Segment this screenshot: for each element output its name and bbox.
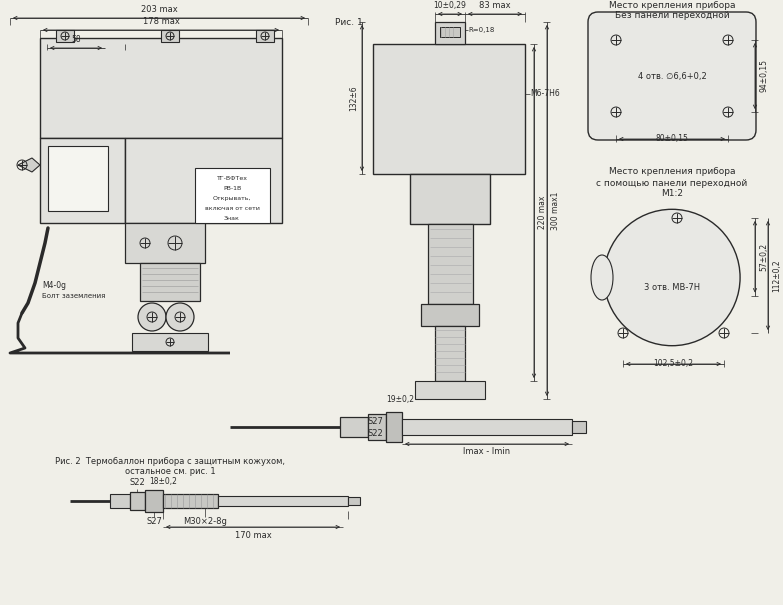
Bar <box>130 492 145 510</box>
Text: Болт заземления: Болт заземления <box>42 293 106 299</box>
Text: R=0,18: R=0,18 <box>468 27 494 33</box>
Text: 80±0,15: 80±0,15 <box>655 134 688 143</box>
Bar <box>110 494 130 508</box>
Text: 102,5±0,2: 102,5±0,2 <box>654 359 694 368</box>
Text: остальное см. рис. 1: остальное см. рис. 1 <box>124 468 215 477</box>
Text: lmax - lmin: lmax - lmin <box>464 447 511 456</box>
Text: 18±0,2: 18±0,2 <box>149 477 177 486</box>
Circle shape <box>166 303 194 331</box>
Circle shape <box>138 303 166 331</box>
Text: S27: S27 <box>367 416 383 425</box>
Text: 203 max: 203 max <box>141 5 178 14</box>
Text: 57±0,2: 57±0,2 <box>759 243 768 271</box>
Bar <box>572 421 586 433</box>
Text: включая от сети: включая от сети <box>204 206 259 211</box>
Bar <box>195 168 270 223</box>
Bar <box>428 224 473 304</box>
Text: Рис. 2  Термобаллон прибора с защитным кожухом,: Рис. 2 Термобаллон прибора с защитным ко… <box>55 457 285 465</box>
Text: 220 max: 220 max <box>538 196 547 229</box>
Bar <box>435 326 465 381</box>
Bar <box>435 22 465 44</box>
Text: 300 max1: 300 max1 <box>551 191 560 230</box>
Bar <box>421 304 479 326</box>
Bar <box>440 27 460 37</box>
Bar <box>373 44 525 174</box>
Text: М6-7Н6: М6-7Н6 <box>530 90 560 99</box>
Text: Рис. 1: Рис. 1 <box>335 18 363 27</box>
Text: ТГ-ВФТех: ТГ-ВФТех <box>217 176 247 181</box>
Bar <box>218 496 348 506</box>
Bar <box>40 38 282 138</box>
Bar <box>56 30 74 42</box>
Bar <box>161 30 179 42</box>
Bar <box>40 138 125 223</box>
Text: Место крепления прибора: Место крепления прибора <box>608 1 735 10</box>
Text: 4 отв. ∅6,6+0,2: 4 отв. ∅6,6+0,2 <box>637 71 706 80</box>
FancyBboxPatch shape <box>588 12 756 140</box>
Text: 19±0,2: 19±0,2 <box>386 395 414 404</box>
Text: 10±0,29: 10±0,29 <box>434 1 467 10</box>
Text: РВ-1В: РВ-1В <box>223 186 241 191</box>
Bar <box>132 333 208 351</box>
Text: 112±0,2: 112±0,2 <box>772 259 781 292</box>
Bar <box>368 414 386 440</box>
Text: S22: S22 <box>129 478 145 487</box>
Text: 94±0,15: 94±0,15 <box>759 59 768 93</box>
Bar <box>410 174 490 224</box>
Text: S27: S27 <box>146 517 162 526</box>
Polygon shape <box>18 158 40 172</box>
Bar <box>125 223 205 263</box>
Bar <box>402 419 572 435</box>
Bar <box>386 412 402 442</box>
Text: 58: 58 <box>71 35 81 44</box>
Ellipse shape <box>604 209 740 345</box>
Text: Без панели переходной: Без панели переходной <box>615 11 729 21</box>
Text: 3 отв. МВ-7Н: 3 отв. МВ-7Н <box>644 283 700 292</box>
Bar <box>125 138 282 223</box>
Text: Знак: Знак <box>224 216 240 221</box>
Text: с помощью панели переходной: с помощью панели переходной <box>597 178 748 188</box>
Bar <box>163 494 218 508</box>
Bar <box>145 490 163 512</box>
Text: Место крепления прибора: Место крепления прибора <box>608 168 735 177</box>
Text: М1:2: М1:2 <box>661 189 683 198</box>
Text: 178 max: 178 max <box>143 17 179 26</box>
Bar <box>256 30 274 42</box>
Text: М30×2-8g: М30×2-8g <box>183 517 227 526</box>
Bar <box>340 417 368 437</box>
Text: Открывать,: Открывать, <box>213 196 251 201</box>
Text: М4-0g: М4-0g <box>42 281 66 290</box>
Bar <box>348 497 360 505</box>
Text: 170 max: 170 max <box>235 531 272 540</box>
Bar <box>140 263 200 301</box>
Bar <box>415 381 485 399</box>
Text: 132±6: 132±6 <box>349 85 358 111</box>
Text: S22: S22 <box>367 428 383 437</box>
Ellipse shape <box>591 255 613 300</box>
Bar <box>48 146 108 211</box>
Text: 83 max: 83 max <box>479 1 511 10</box>
